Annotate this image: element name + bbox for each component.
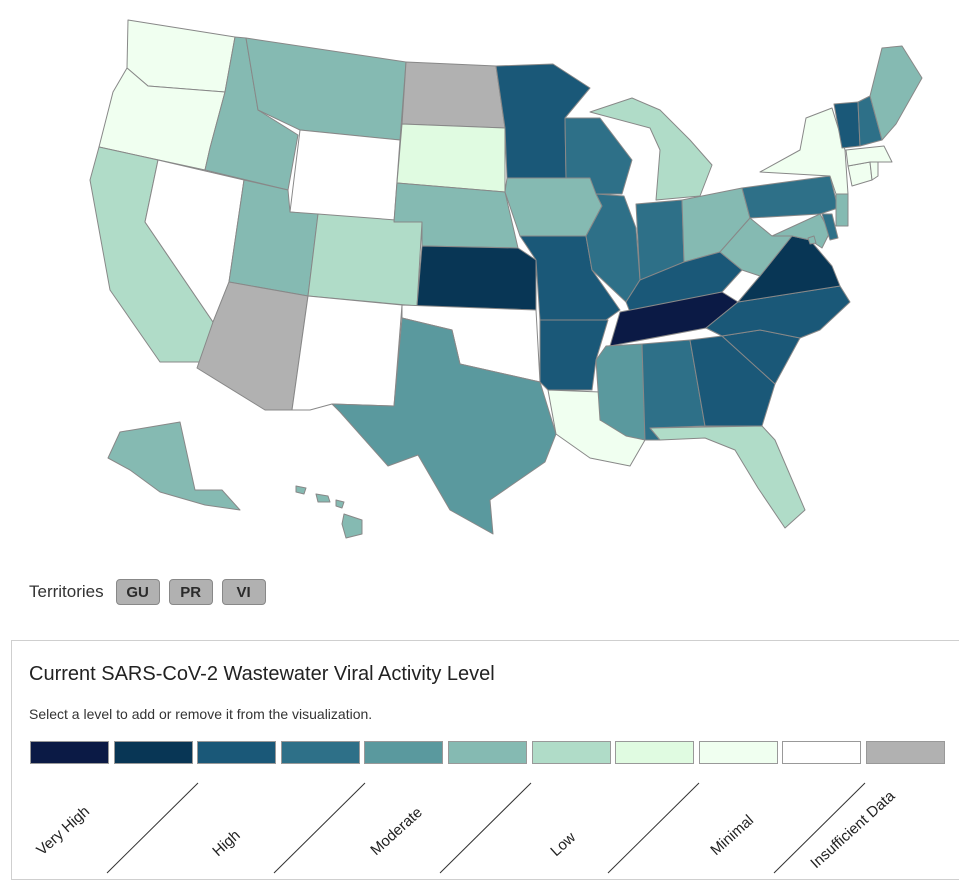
state-pa[interactable] (741, 175, 839, 219)
state-nj[interactable] (835, 193, 849, 227)
legend-label-moderate: Moderate (367, 804, 425, 859)
legend-panel: Current SARS-CoV-2 Wastewater Viral Acti… (11, 640, 959, 880)
state-ri[interactable] (869, 161, 879, 181)
legend-swatch-low-1[interactable] (615, 741, 695, 764)
legend-divider (773, 782, 866, 874)
territory-button-gu[interactable]: GU (115, 579, 160, 605)
state-ma[interactable] (845, 145, 893, 167)
legend-swatch-very-high-2[interactable] (30, 741, 109, 764)
us-map (89, 19, 923, 539)
legend-swatch-high-2[interactable] (197, 741, 277, 764)
state-ia[interactable] (504, 177, 603, 237)
state-fl[interactable] (649, 425, 806, 529)
state-ar[interactable] (539, 319, 609, 391)
state-hi[interactable] (295, 485, 363, 539)
legend-label-minimal: Minimal (707, 812, 757, 859)
state-ny[interactable] (759, 107, 849, 195)
territory-button-vi[interactable]: VI (221, 579, 266, 605)
state-ky[interactable] (625, 251, 743, 313)
legend-swatch-moderate-2[interactable] (364, 741, 444, 764)
state-me[interactable] (869, 45, 923, 141)
state-wi[interactable] (564, 117, 633, 195)
state-de[interactable] (821, 213, 839, 241)
legend-divider (273, 782, 366, 874)
legend-swatch-minimal-2[interactable] (698, 741, 778, 764)
territories-row: Territories GU PR VI (29, 578, 275, 606)
state-co[interactable] (307, 213, 423, 307)
state-ga[interactable] (689, 335, 776, 427)
legend-title: Current SARS-CoV-2 Wastewater Viral Acti… (29, 663, 495, 685)
legend-axis: Very High High Moderate Low Minimal Insu… (33, 782, 899, 874)
legend-divider (106, 782, 199, 874)
territory-button-pr[interactable]: PR (168, 579, 213, 605)
legend-label-high: High (209, 827, 243, 860)
state-dc[interactable] (807, 235, 817, 245)
legend-divider (607, 782, 700, 874)
territories-label: Territories (29, 582, 104, 601)
state-sd[interactable] (396, 123, 506, 193)
state-ks[interactable] (416, 245, 537, 311)
legend-swatch-low-2[interactable] (531, 741, 611, 764)
legend-swatch-minimal-1[interactable] (782, 741, 862, 764)
legend-label-insufficient-data: Insufficient Data (807, 787, 899, 872)
legend-hint: Select a level to add or remove it from … (29, 706, 373, 722)
legend-divider (439, 782, 532, 874)
legend-label-low: Low (547, 829, 579, 860)
state-mi[interactable] (589, 97, 713, 201)
legend-swatch-moderate-1[interactable] (448, 741, 527, 764)
legend-swatch-insufficient-data[interactable] (866, 741, 945, 764)
state-nd[interactable] (401, 61, 506, 129)
legend-swatch-very-high-1[interactable] (113, 741, 193, 764)
state-wy[interactable] (289, 129, 401, 223)
state-tx[interactable] (331, 317, 557, 535)
legend-label-very-high: Very High (33, 803, 93, 859)
state-ak[interactable] (107, 421, 241, 511)
state-wa[interactable] (126, 19, 236, 93)
legend-swatch-high-1[interactable] (280, 741, 360, 764)
us-map-svg (89, 19, 923, 539)
state-nm[interactable] (291, 295, 403, 411)
